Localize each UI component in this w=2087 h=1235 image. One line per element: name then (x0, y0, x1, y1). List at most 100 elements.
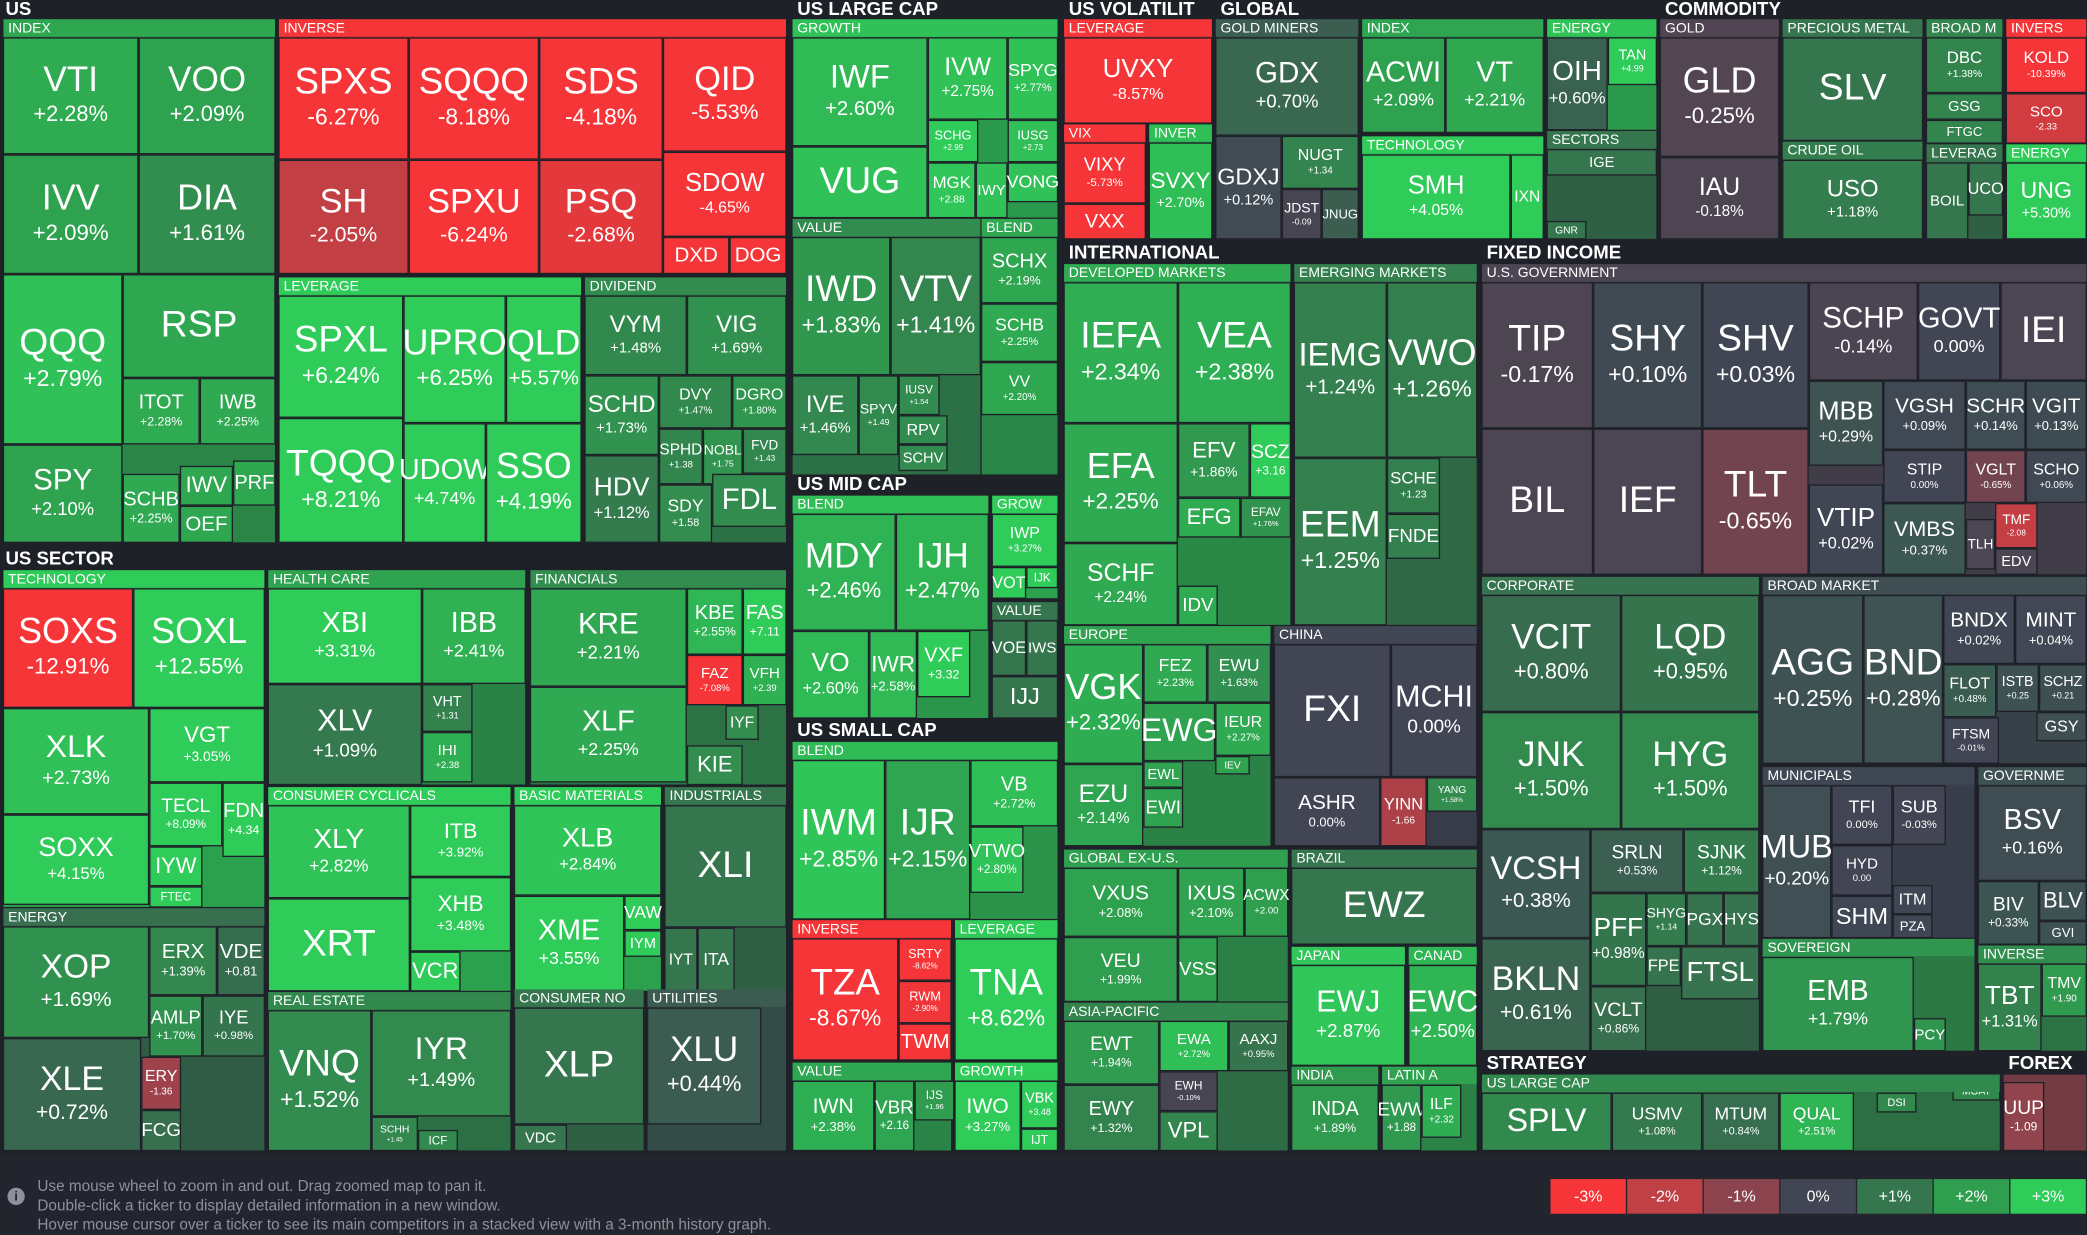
ticker-change[interactable]: -8.57% (1112, 85, 1163, 103)
ticker-change[interactable]: 0.00% (1309, 815, 1346, 830)
ticker-symbol[interactable]: BKLN (1492, 960, 1581, 998)
ticker-symbol[interactable]: VXF (924, 644, 963, 666)
ticker-symbol[interactable]: VGK (1065, 666, 1141, 707)
ticker-tile[interactable] (371, 1116, 419, 1152)
ticker-symbol[interactable]: GNR (1555, 226, 1578, 237)
ticker-tile[interactable] (202, 995, 265, 1057)
ticker-symbol[interactable]: DOG (735, 244, 782, 267)
ticker-change[interactable]: +5.30% (2022, 205, 2071, 221)
ticker-tile[interactable] (1215, 135, 1282, 240)
ticker-tile[interactable] (1968, 162, 2004, 216)
ticker-symbol[interactable]: EWU (1219, 655, 1260, 675)
ticker-tile[interactable] (624, 930, 662, 957)
ticker-tile[interactable] (991, 566, 1027, 599)
ticker-tile[interactable] (970, 759, 1059, 827)
ticker-change[interactable]: +2.10% (1189, 905, 1233, 920)
ticker-symbol[interactable]: EWC (1407, 985, 1478, 1018)
ticker-symbol[interactable]: XLV (317, 704, 373, 737)
ticker-tile[interactable] (686, 588, 743, 655)
ticker-tile[interactable] (927, 162, 976, 219)
ticker-tile[interactable] (1063, 644, 1144, 764)
ticker-symbol[interactable]: IEFA (1080, 314, 1161, 356)
ticker-symbol[interactable]: HDV (594, 471, 650, 501)
ticker-symbol[interactable]: VBK (1025, 1091, 1054, 1107)
ticker-symbol[interactable]: XLF (582, 706, 635, 738)
ticker-change[interactable]: +1.86% (1190, 463, 1237, 479)
ticker-change[interactable]: +2.23% (1157, 677, 1195, 689)
ticker-symbol[interactable]: FDN (223, 800, 264, 822)
ticker-change[interactable]: +0.10% (1608, 361, 1687, 387)
ticker-symbol[interactable]: IWP (1010, 525, 1040, 542)
ticker-change[interactable]: +2.39 (753, 683, 777, 694)
ticker-change[interactable]: -5.53% (691, 100, 759, 124)
ticker-symbol[interactable]: VDE (220, 940, 263, 963)
ticker-tile[interactable] (2038, 881, 2087, 921)
ticker-symbol[interactable]: IHI (438, 742, 457, 759)
ticker-tile[interactable] (1808, 380, 1884, 466)
ticker-tile[interactable] (149, 846, 203, 887)
ticker-tile[interactable] (1273, 777, 1381, 847)
ticker-symbol[interactable]: VFH (750, 665, 780, 682)
ticker-symbol[interactable]: JNK (1518, 735, 1585, 774)
ticker-tile[interactable] (1977, 785, 2087, 882)
ticker-tile[interactable] (1143, 702, 1216, 762)
ticker-tile[interactable] (1779, 1092, 1854, 1152)
ticker-tile[interactable] (1876, 1092, 1917, 1113)
ticker-tile[interactable] (1590, 986, 1647, 1052)
ticker-change[interactable]: +3.27% (1008, 544, 1042, 555)
ticker-tile[interactable] (1291, 1084, 1379, 1152)
ticker-tile[interactable] (1977, 963, 2042, 1052)
ticker-change[interactable]: -0.01% (1957, 743, 1985, 753)
ticker-tile[interactable] (1020, 1128, 1059, 1152)
ticker-tile[interactable] (1593, 282, 1703, 429)
ticker-change[interactable]: +3.27% (965, 1119, 1010, 1134)
ticker-symbol[interactable]: YINN (1384, 796, 1423, 814)
ticker-tile[interactable] (1510, 154, 1544, 240)
ticker-tile[interactable] (1702, 282, 1809, 429)
ticker-symbol[interactable]: EWH (1175, 1079, 1203, 1093)
ticker-tile[interactable] (732, 375, 787, 429)
ticker-tile[interactable] (1361, 37, 1446, 134)
ticker-change[interactable]: +2.55% (694, 625, 736, 639)
ticker-tile[interactable] (133, 588, 265, 708)
ticker-tile[interactable] (1590, 829, 1684, 893)
ticker-tile[interactable] (2, 444, 123, 543)
ticker-symbol[interactable]: SMH (1408, 171, 1465, 199)
ticker-symbol[interactable]: ITB (444, 818, 478, 843)
ticker-tile[interactable] (403, 423, 486, 543)
ticker-symbol[interactable]: SVXY (1151, 168, 1211, 193)
ticker-change[interactable]: +2.09% (33, 220, 109, 245)
ticker-tile[interactable] (914, 1080, 955, 1121)
ticker-symbol[interactable]: VEA (1197, 314, 1272, 356)
ticker-change[interactable]: -0.10% (1177, 1093, 1201, 1102)
ticker-change[interactable]: +0.86% (1598, 1022, 1640, 1036)
ticker-tile[interactable] (138, 37, 276, 155)
ticker-change[interactable]: +1.89% (1314, 1121, 1356, 1135)
ticker-tile[interactable] (1177, 936, 1218, 1003)
ticker-change[interactable]: +0.95% (1242, 1049, 1275, 1060)
ticker-symbol[interactable]: KIE (697, 752, 732, 777)
ticker-symbol[interactable]: FTSM (1952, 726, 1990, 742)
ticker-tile[interactable] (874, 1080, 915, 1152)
ticker-change[interactable]: -2.08 (2007, 527, 2026, 537)
ticker-symbol[interactable]: FPE (1648, 957, 1680, 975)
ticker-symbol[interactable]: IEI (2021, 308, 2067, 350)
ticker-tile[interactable] (1386, 513, 1441, 559)
ticker-tile[interactable] (1977, 881, 2039, 945)
ticker-tile[interactable] (1680, 946, 1760, 1000)
ticker-change[interactable]: -6.24% (440, 222, 508, 246)
ticker-change[interactable]: 0.00 (1853, 873, 1871, 884)
ticker-symbol[interactable]: IWN (813, 1095, 854, 1118)
ticker-change[interactable]: +2.27% (1226, 733, 1260, 744)
ticker-symbol[interactable]: VB (1001, 773, 1028, 795)
ticker-tile[interactable] (1159, 1111, 1218, 1152)
ticker-change[interactable]: +1.47% (679, 405, 713, 416)
ticker-change[interactable]: +1.99% (1100, 972, 1142, 986)
ticker-tile[interactable] (410, 805, 512, 878)
ticker-change[interactable]: +0.98% (1592, 945, 1645, 962)
ticker-change[interactable]: +0.37% (1902, 542, 1948, 557)
ticker-tile[interactable] (742, 588, 787, 655)
ticker-tile[interactable] (980, 236, 1059, 304)
ticker-symbol[interactable]: PCY (1914, 1026, 1945, 1043)
ticker-symbol[interactable]: VYM (610, 311, 662, 338)
